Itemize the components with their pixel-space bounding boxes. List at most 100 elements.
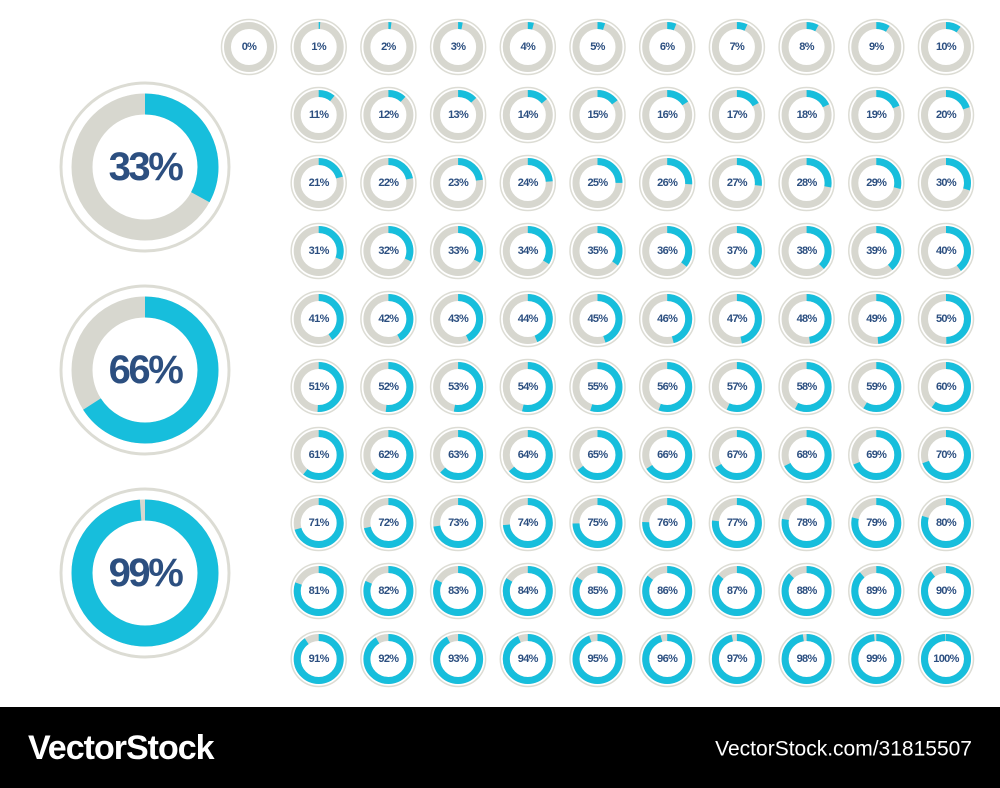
percent-label: 63% [448, 449, 469, 461]
progress-arc [502, 362, 553, 412]
progress-arc [851, 226, 902, 276]
progress-arc [642, 90, 693, 140]
percent-label: 71% [309, 517, 330, 529]
percent-label: 13% [448, 109, 469, 121]
percent-label: 98% [797, 653, 818, 665]
progress-arc [572, 226, 623, 276]
percent-label: 75% [587, 517, 608, 529]
progress-arc [781, 294, 832, 344]
percent-label: 35% [587, 245, 608, 257]
progress-arc [921, 294, 971, 344]
percent-label: 84% [518, 585, 539, 597]
percent-label: 99% [109, 551, 184, 595]
progress-arc [781, 22, 832, 72]
progress-arc [921, 90, 971, 140]
percent-label: 12% [378, 109, 399, 121]
percent-label: 73% [448, 517, 469, 529]
progress-arc [293, 430, 344, 480]
percent-label: 17% [727, 109, 748, 121]
progress-arc [921, 566, 971, 616]
progress-arc [433, 498, 484, 548]
progress-arc [502, 566, 553, 616]
percent-label: 14% [518, 109, 539, 121]
progress-arc [711, 362, 762, 412]
progress-arc [502, 22, 553, 72]
progress-arc [71, 296, 219, 444]
percent-label: 64% [518, 449, 539, 461]
percent-label: 85% [587, 585, 608, 597]
progress-arc [642, 634, 693, 684]
percent-label: 81% [309, 585, 330, 597]
percent-label: 49% [866, 313, 887, 325]
percent-label: 47% [727, 313, 748, 325]
progress-arc [363, 294, 414, 344]
percent-label: 79% [866, 517, 887, 529]
progress-arc [502, 158, 553, 208]
progress-arc [363, 634, 414, 684]
progress-arc [572, 294, 623, 344]
percent-label: 41% [309, 313, 330, 325]
percent-label: 32% [378, 245, 399, 257]
percent-label: 39% [866, 245, 887, 257]
percent-label: 83% [448, 585, 469, 597]
percent-label: 16% [657, 109, 678, 121]
progress-arc [642, 566, 693, 616]
progress-arc [781, 158, 832, 208]
progress-arc [851, 634, 902, 684]
percent-label: 55% [587, 381, 608, 393]
progress-arc [711, 498, 762, 548]
progress-arc [572, 362, 623, 412]
percent-label: 4% [521, 41, 536, 53]
percent-label: 36% [657, 245, 678, 257]
percent-label: 57% [727, 381, 748, 393]
percent-label: 46% [657, 313, 678, 325]
progress-arc [711, 158, 762, 208]
percent-label: 43% [448, 313, 469, 325]
progress-arc [921, 634, 971, 684]
percent-label: 40% [936, 245, 957, 257]
progress-arc [433, 566, 484, 616]
progress-arc [502, 430, 553, 480]
percent-label: 31% [309, 245, 330, 257]
percent-label: 11% [309, 109, 329, 121]
percent-label: 66% [657, 449, 678, 461]
percent-label: 91% [309, 653, 330, 665]
percent-label: 23% [448, 177, 469, 189]
progress-arc [781, 226, 832, 276]
percent-label: 33% [109, 145, 184, 189]
percent-label: 96% [657, 653, 678, 665]
progress-arc [71, 93, 219, 241]
percent-label: 27% [727, 177, 748, 189]
percent-label: 93% [448, 653, 469, 665]
percent-label: 29% [866, 177, 887, 189]
percent-label: 74% [518, 517, 539, 529]
percent-label: 77% [727, 517, 748, 529]
progress-arc [642, 362, 693, 412]
progress-arc [572, 90, 623, 140]
percent-label: 99% [866, 653, 887, 665]
percent-label: 72% [378, 517, 399, 529]
track [224, 22, 274, 72]
progress-arc [711, 294, 762, 344]
percent-label: 3% [451, 41, 466, 53]
progress-arc [851, 158, 902, 208]
progress-arc [572, 430, 623, 480]
footer-band [0, 707, 1000, 788]
percent-label: 25% [587, 177, 608, 189]
percent-label: 69% [866, 449, 887, 461]
brand: VectorStock [28, 729, 215, 767]
progress-arc [433, 22, 484, 72]
progress-arc [293, 226, 344, 276]
progress-arc [363, 566, 414, 616]
percent-label: 70% [936, 449, 957, 461]
percent-label: 30% [936, 177, 957, 189]
progress-arc [642, 158, 693, 208]
progress-arc [711, 226, 762, 276]
percent-label: 54% [518, 381, 539, 393]
percent-label: 33% [448, 245, 469, 257]
percent-label: 76% [657, 517, 678, 529]
percent-label: 62% [378, 449, 399, 461]
progress-arc [851, 498, 902, 548]
percent-label: 2% [381, 41, 396, 53]
progress-arc [433, 226, 484, 276]
